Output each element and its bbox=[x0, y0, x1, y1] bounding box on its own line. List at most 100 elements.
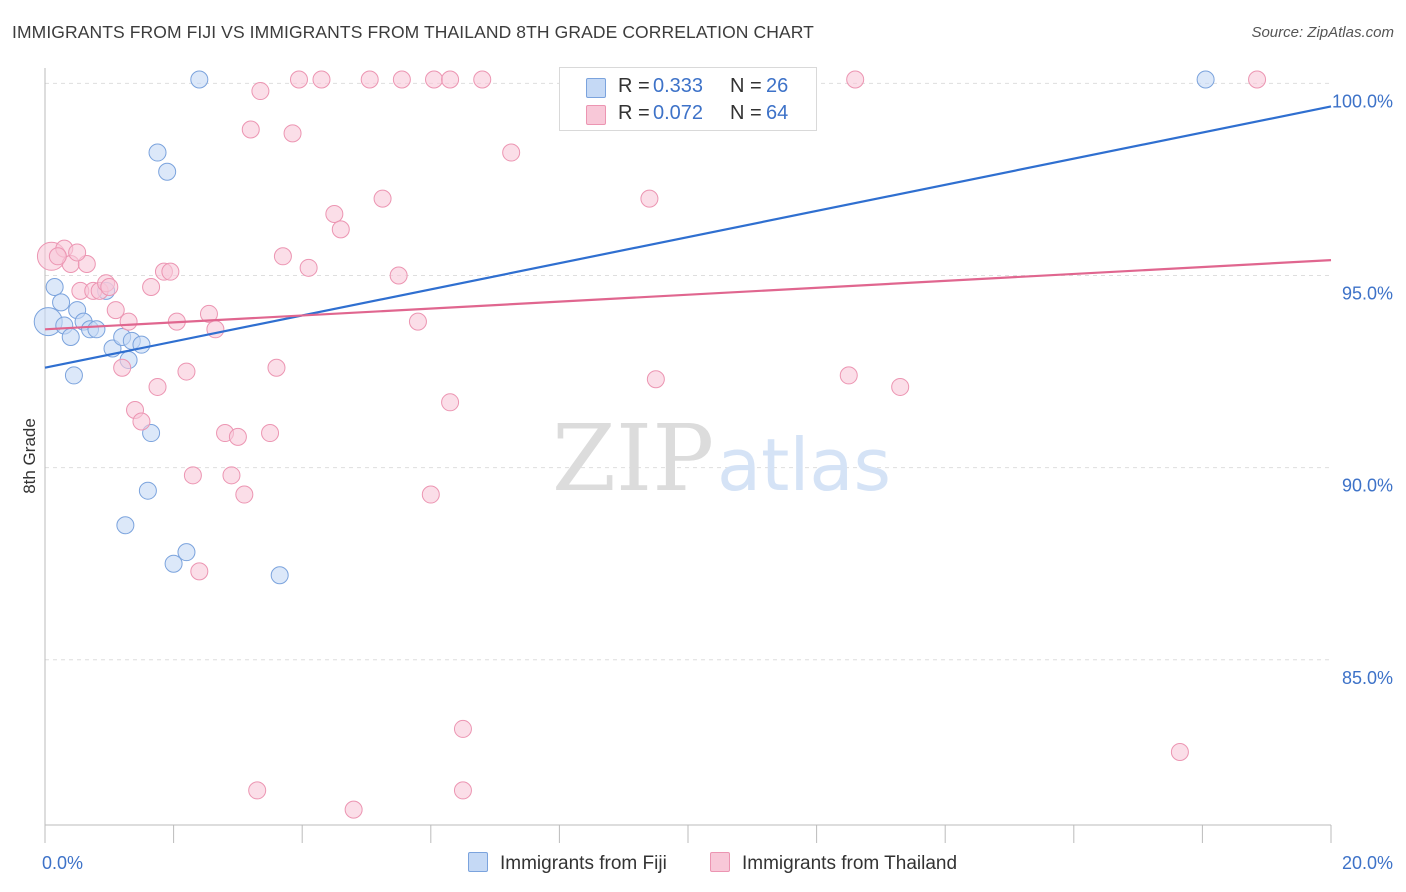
x-tick-label: 20.0% bbox=[1342, 853, 1393, 873]
bottom-fiji-label: Immigrants from Fiji bbox=[500, 853, 667, 874]
thailand-point bbox=[891, 377, 910, 396]
thailand-point bbox=[199, 304, 218, 323]
thailand-point bbox=[132, 412, 151, 431]
thailand-point bbox=[640, 189, 659, 208]
source-label: Source: ZipAtlas.com bbox=[1251, 24, 1394, 41]
thailand-point bbox=[100, 278, 119, 297]
thailand-point bbox=[331, 220, 350, 239]
fiji-swatch bbox=[586, 78, 606, 98]
fiji-point bbox=[87, 320, 106, 339]
fiji-point bbox=[45, 278, 64, 297]
thailand-point bbox=[441, 70, 460, 89]
thailand-point bbox=[1248, 70, 1267, 89]
thailand-point bbox=[373, 189, 392, 208]
thailand-point bbox=[312, 70, 331, 89]
thailand-point bbox=[344, 800, 363, 819]
y-tick-label: 90.0% bbox=[1342, 476, 1393, 496]
thailand-point bbox=[183, 466, 202, 485]
thailand-point bbox=[267, 358, 286, 377]
fiji-point bbox=[148, 143, 167, 162]
thailand-point bbox=[273, 247, 292, 266]
legend-row-thailand: R = 0.072 N = 64 bbox=[560, 99, 816, 129]
thailand-point bbox=[48, 247, 67, 266]
bottom-fiji-swatch bbox=[468, 852, 488, 872]
thailand-point bbox=[241, 120, 260, 139]
correlation-legend: R = 0.333 N = 26 R = 0.072 N = 64 bbox=[559, 67, 817, 131]
thailand-point bbox=[441, 393, 460, 412]
bottom-legend-thailand: Immigrants from Thailand bbox=[710, 852, 957, 875]
fiji-point bbox=[142, 424, 161, 443]
y-axis-title: 8th Grade bbox=[20, 418, 39, 494]
thailand-point bbox=[846, 70, 865, 89]
axes bbox=[44, 68, 1332, 843]
bottom-thailand-swatch bbox=[710, 852, 730, 872]
thailand-point bbox=[248, 781, 267, 800]
thailand-n-value: 64 bbox=[766, 102, 789, 124]
thailand-point bbox=[502, 143, 521, 162]
bottom-thailand-label: Immigrants from Thailand bbox=[742, 853, 958, 874]
legend-row-fiji: R = 0.333 N = 26 bbox=[560, 72, 816, 102]
thailand-point bbox=[453, 719, 472, 738]
y-tick-label: 95.0% bbox=[1342, 284, 1393, 304]
fiji-point bbox=[270, 566, 289, 585]
thailand-trend-line bbox=[44, 259, 1332, 331]
watermark-atlas: atlas bbox=[717, 423, 891, 507]
watermark: ZIP atlas bbox=[552, 405, 891, 512]
thailand-point bbox=[283, 124, 302, 143]
thailand-point bbox=[408, 312, 427, 331]
thailand-point bbox=[425, 70, 444, 89]
fiji-point bbox=[116, 516, 135, 535]
trend-lines bbox=[44, 105, 1332, 369]
thailand-point bbox=[161, 262, 180, 281]
fiji-r-label: R = bbox=[618, 75, 650, 97]
thailand-point bbox=[113, 358, 132, 377]
fiji-point bbox=[132, 335, 151, 354]
fiji-point bbox=[158, 162, 177, 181]
thailand-point bbox=[119, 312, 138, 331]
thailand-n-label: N = bbox=[730, 102, 762, 124]
thailand-point bbox=[289, 70, 308, 89]
fiji-n-label: N = bbox=[730, 75, 762, 97]
thailand-point bbox=[142, 278, 161, 297]
thailand-point bbox=[251, 82, 270, 101]
thailand-point bbox=[839, 366, 858, 385]
thailand-point bbox=[148, 377, 167, 396]
fiji-point bbox=[64, 366, 83, 385]
thailand-r-label: R = bbox=[618, 102, 650, 124]
bottom-legend-fiji: Immigrants from Fiji bbox=[468, 852, 667, 875]
thailand-point bbox=[177, 362, 196, 381]
thailand-swatch bbox=[586, 105, 606, 125]
fiji-point bbox=[164, 554, 183, 573]
grid bbox=[45, 82, 1331, 661]
thailand-point bbox=[1170, 742, 1189, 761]
thailand-point bbox=[325, 205, 344, 224]
thailand-point bbox=[222, 466, 241, 485]
fiji-n-value: 26 bbox=[766, 75, 789, 97]
y-tick-label: 100.0% bbox=[1332, 91, 1393, 111]
fiji-point bbox=[177, 543, 196, 562]
thailand-point bbox=[190, 562, 209, 581]
thailand-point bbox=[77, 254, 96, 273]
thailand-point bbox=[453, 781, 472, 800]
thailand-r-value: 0.072 bbox=[653, 102, 704, 124]
thailand-point bbox=[299, 258, 318, 277]
thailand-point bbox=[421, 485, 440, 504]
fiji-point bbox=[138, 481, 157, 500]
fiji-point bbox=[1196, 70, 1215, 89]
thailand-point bbox=[646, 370, 665, 389]
y-tick-label: 85.0% bbox=[1342, 668, 1393, 688]
x-tick-label: 0.0% bbox=[42, 853, 83, 873]
fiji-point bbox=[61, 327, 80, 346]
thailand-point bbox=[473, 70, 492, 89]
fiji-r-value: 0.333 bbox=[653, 75, 704, 97]
thailand-point bbox=[228, 427, 247, 446]
axis-labels: 100.0% 95.0% 90.0% 85.0% 0.0% 20.0% 8th Grade bbox=[20, 91, 1393, 873]
thailand-point bbox=[392, 70, 411, 89]
thailand-point bbox=[261, 424, 280, 443]
thailand-point bbox=[235, 485, 254, 504]
chart-title: IMMIGRANTS FROM FIJI VS IMMIGRANTS FROM … bbox=[12, 22, 814, 42]
watermark-zip: ZIP bbox=[552, 405, 714, 512]
thailand-point bbox=[68, 243, 87, 262]
fiji-trend-line bbox=[44, 105, 1332, 369]
